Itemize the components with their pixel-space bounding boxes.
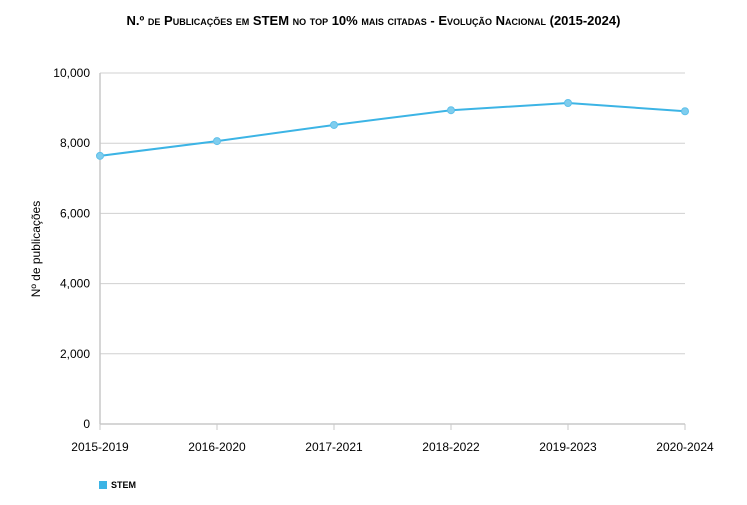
y-tick-label: 0: [83, 417, 90, 431]
chart-title: N.º de Publicações em STEM no top 10% ma…: [126, 13, 621, 28]
series-line-stem: [99, 102, 686, 157]
data-point[interactable]: [681, 107, 689, 116]
data-point[interactable]: [447, 106, 455, 115]
y-tick-label: 6,000: [60, 206, 90, 220]
y-tick-label: 8,000: [60, 136, 90, 150]
legend-label: STEM: [111, 480, 137, 490]
data-point[interactable]: [330, 120, 338, 129]
data-point[interactable]: [564, 99, 572, 108]
x-tick-label: 2016-2020: [188, 440, 246, 454]
legend[interactable]: STEM: [99, 480, 136, 490]
x-tick-label: 2015-2019: [71, 440, 129, 454]
data-point[interactable]: [96, 151, 104, 160]
data-point[interactable]: [213, 137, 221, 146]
x-tick-label: 2020-2024: [656, 440, 714, 454]
y-tick-label: 2,000: [60, 347, 90, 361]
y-tick-label: 4,000: [60, 277, 90, 291]
x-tick-label: 2017-2021: [305, 440, 363, 454]
x-tick-label: 2018-2022: [422, 440, 480, 454]
y-axis-label: Nº de publicações: [29, 201, 43, 297]
x-tick-label: 2019-2023: [539, 440, 597, 454]
y-tick-label: 10,000: [53, 66, 90, 80]
legend-swatch: [99, 481, 107, 489]
